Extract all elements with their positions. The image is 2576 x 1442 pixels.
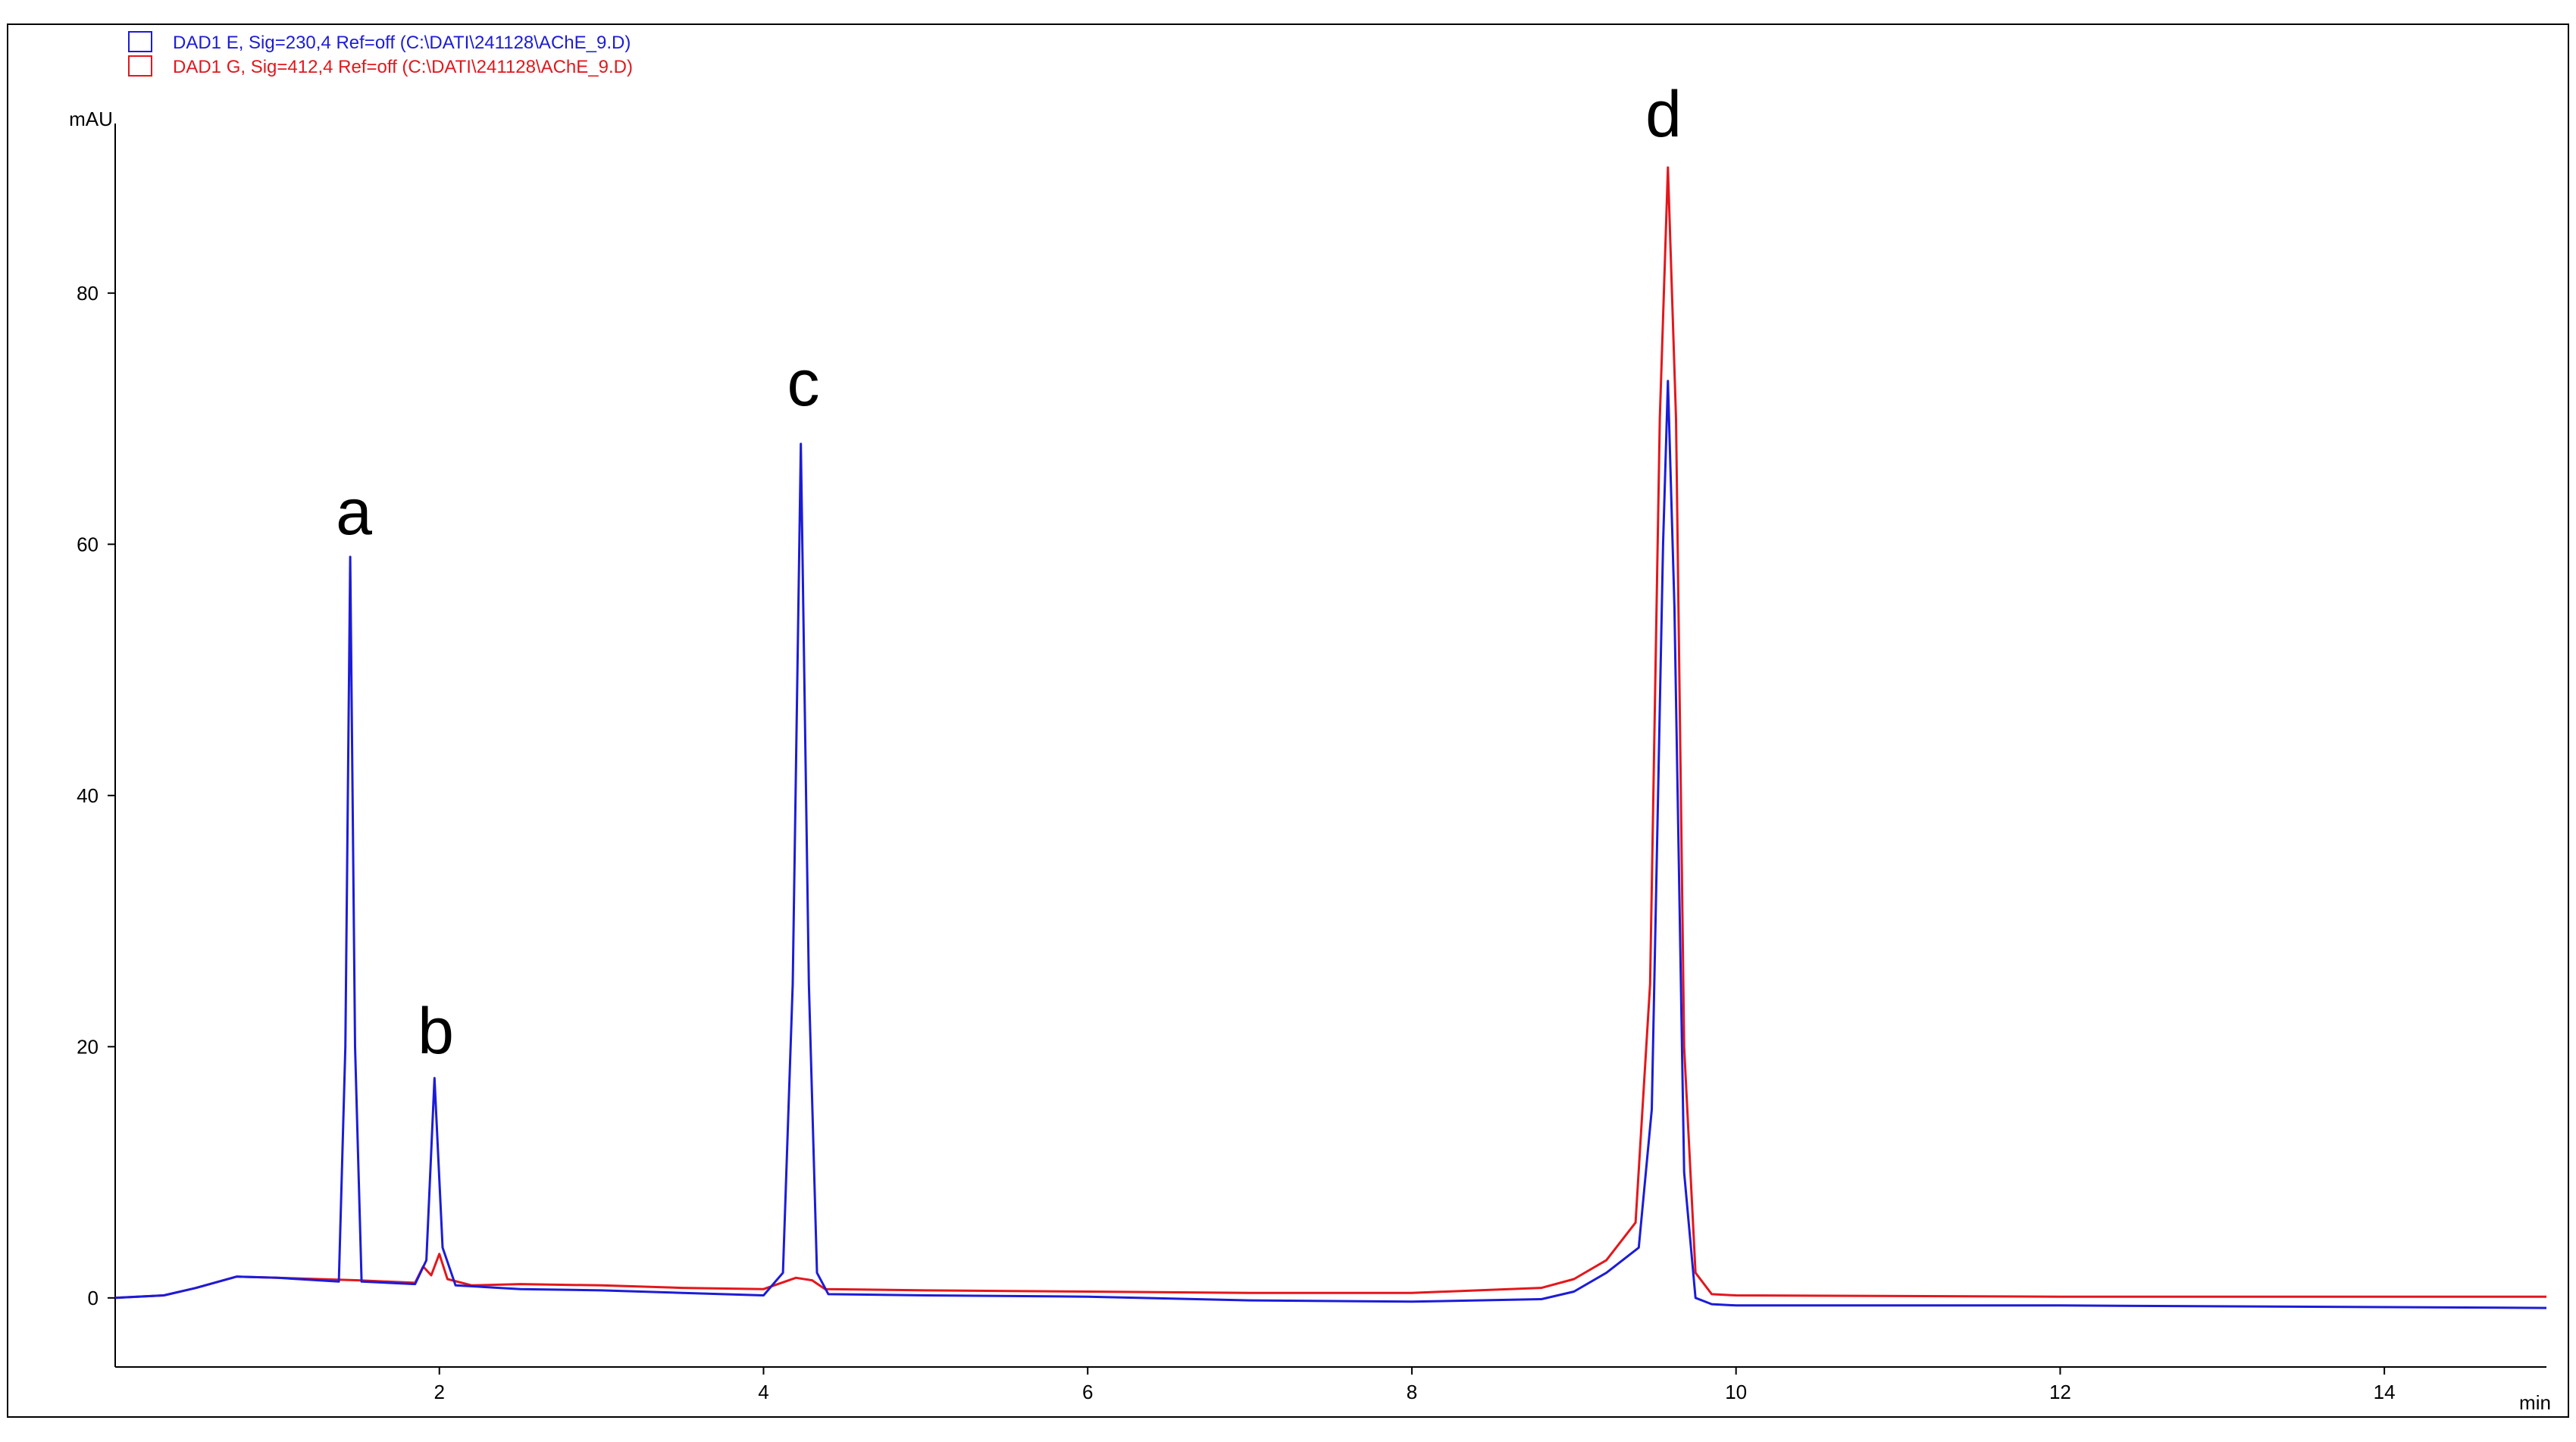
y-axis-label: mAU xyxy=(69,108,113,130)
legend-swatch xyxy=(128,31,152,52)
y-tick-label: 80 xyxy=(77,282,99,305)
peak-label: c xyxy=(787,347,820,420)
frame xyxy=(7,23,2569,1418)
legend-swatch xyxy=(128,55,152,77)
legend-label: DAD1 E, Sig=230,4 Ref=off (C:\DATI\24112… xyxy=(173,33,631,53)
series-line xyxy=(114,380,2547,1309)
peak-label: a xyxy=(336,476,372,549)
x-tick-label: 6 xyxy=(1082,1381,1093,1403)
x-tick-label: 10 xyxy=(1725,1381,1747,1403)
y-tick-label: 60 xyxy=(77,533,99,555)
x-tick-label: 8 xyxy=(1407,1381,1417,1403)
peak-label: d xyxy=(1645,78,1682,151)
x-tick-label: 2 xyxy=(434,1381,444,1403)
x-axis-label: min xyxy=(2519,1391,2551,1414)
series-line xyxy=(114,166,2546,1300)
y-tick-label: 40 xyxy=(77,784,99,807)
peak-label: b xyxy=(418,995,454,1068)
x-tick-label: 14 xyxy=(2374,1381,2396,1403)
legend-label: DAD1 G, Sig=412,4 Ref=off (C:\DATI\24112… xyxy=(173,57,633,77)
x-tick-label: 12 xyxy=(2049,1381,2071,1403)
x-tick-label: 4 xyxy=(758,1381,768,1403)
y-tick-label: 0 xyxy=(88,1287,99,1309)
y-tick-label: 20 xyxy=(77,1035,99,1058)
